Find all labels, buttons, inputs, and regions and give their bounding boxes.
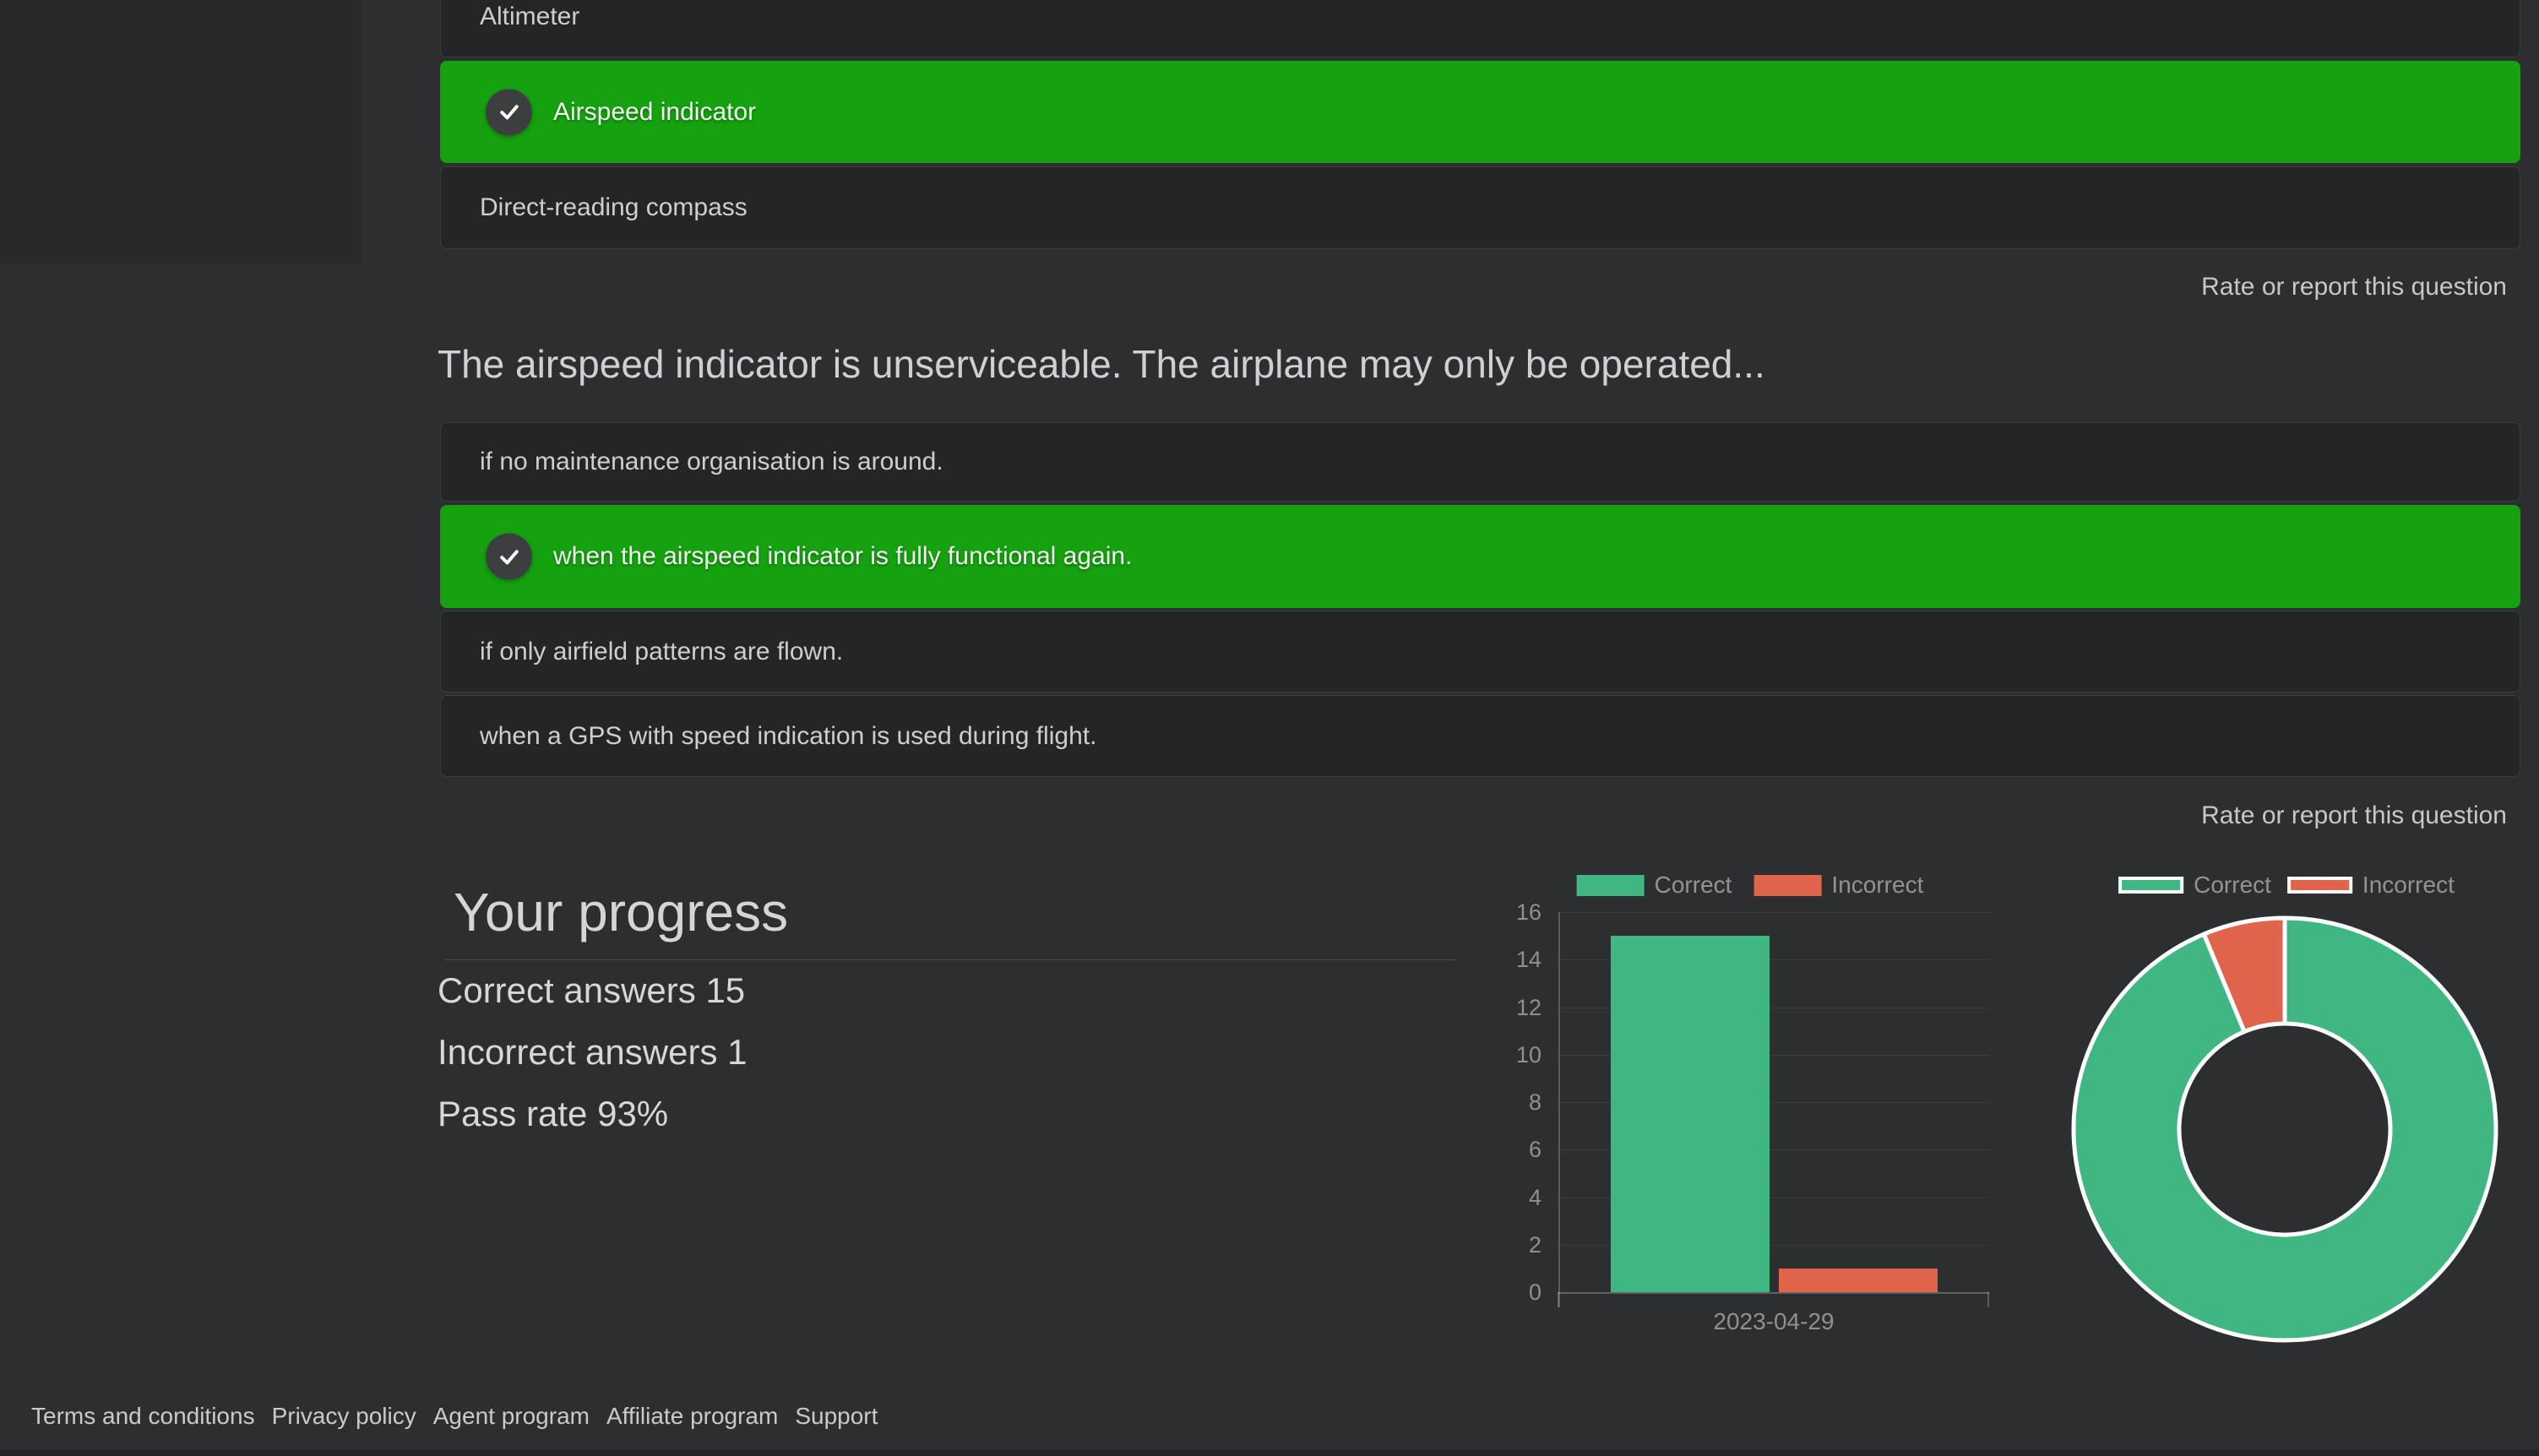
stat-value: 15: [705, 970, 746, 1010]
y-tick-label: 14: [1515, 947, 1541, 973]
check-circle: [486, 533, 532, 580]
grid-line: [1558, 1292, 1989, 1293]
stat-label: Incorrect answers: [438, 1032, 718, 1072]
check-circle: [486, 89, 532, 135]
bar-incorrect: [1778, 1268, 1938, 1292]
rate-report-link[interactable]: Rate or report this question: [2201, 273, 2507, 301]
answer-option-label: Airspeed indicator: [553, 97, 757, 126]
grid-line: [1558, 1244, 1989, 1246]
stat-label: Correct answers: [438, 970, 696, 1010]
y-tick-label: 6: [1528, 1137, 1541, 1163]
answer-option[interactable]: if no maintenance organisation is around…: [440, 422, 2520, 502]
grid-line: [1558, 1149, 1989, 1151]
legend-label: Incorrect: [1831, 872, 1924, 898]
answer-option-label: Altimeter: [480, 3, 580, 30]
x-axis-tick: [1987, 1292, 1989, 1307]
stat-value: 1: [727, 1032, 748, 1072]
footer-links: Terms and conditions Privacy policy Agent …: [31, 1402, 878, 1431]
sidebar-panel: [0, 0, 361, 263]
y-tick-label: 2: [1528, 1231, 1541, 1258]
doughnut-slice-incorrect: [2201, 915, 2287, 1035]
stat-label: Pass rate: [438, 1094, 588, 1133]
y-tick-label: 12: [1515, 994, 1541, 1020]
legend-swatch-correct: [2118, 877, 2184, 894]
answer-option-label: if only airfield patterns are flown.: [480, 637, 844, 666]
footer-link-affiliate-program[interactable]: Affiliate program: [606, 1403, 779, 1429]
grid-line: [1558, 912, 1989, 913]
answer-option[interactable]: when a GPS with speed indication is used…: [440, 695, 2520, 777]
y-tick-label: 0: [1528, 1279, 1541, 1305]
bar-correct: [1610, 936, 1770, 1292]
y-tick-label: 8: [1528, 1089, 1541, 1115]
section-divider: [0, 1449, 2539, 1456]
legend-label: Correct: [2194, 872, 2271, 898]
stat-correct-answers: Correct answers 15: [438, 973, 745, 1008]
bar-chart-x-axis-line: [1558, 1292, 1989, 1294]
stat-pass-rate: Pass rate 93%: [438, 1096, 668, 1132]
progress-divider: [445, 959, 1457, 960]
y-tick-label: 10: [1515, 1041, 1541, 1068]
progress-heading: Your progress: [454, 882, 789, 943]
stat-value: 93%: [597, 1094, 669, 1133]
footer-link-agent-program[interactable]: Agent program: [432, 1403, 590, 1429]
grid-line: [1558, 1054, 1989, 1056]
checkmark-icon: [499, 549, 519, 564]
doughnut-chart: [2071, 915, 2498, 1343]
checkmark-icon: [499, 105, 519, 120]
legend-item-correct[interactable]: Correct: [2118, 872, 2271, 899]
legend-item-incorrect[interactable]: Incorrect: [1753, 872, 1923, 899]
doughnut-legend: Correct Incorrect: [2118, 872, 2455, 899]
legend-swatch-incorrect: [1753, 874, 1822, 896]
y-tick-label: 16: [1515, 899, 1541, 925]
bar-chart-y-axis-line: [1558, 912, 1560, 1307]
answer-option-label: when the airspeed indicator is fully fun…: [553, 542, 1133, 570]
answer-option[interactable]: if only airfield patterns are flown.: [440, 611, 2520, 693]
answer-option-selected[interactable]: Airspeed indicator: [440, 61, 2520, 163]
legend-swatch-incorrect: [2286, 877, 2352, 894]
legend-item-correct[interactable]: Correct: [1576, 872, 1732, 899]
footer-link-terms-and-conditions[interactable]: Terms and conditions: [31, 1403, 255, 1429]
x-axis-tick: [1558, 1292, 1559, 1307]
bar-chart-legend: Correct Incorrect: [1576, 872, 1923, 899]
legend-item-incorrect[interactable]: Incorrect: [2286, 872, 2455, 899]
footer-link-support[interactable]: Support: [795, 1403, 878, 1429]
stat-incorrect-answers: Incorrect answers 1: [438, 1035, 747, 1070]
answer-option-selected[interactable]: when the airspeed indicator is fully fun…: [440, 505, 2520, 608]
legend-label: Correct: [1654, 872, 1732, 898]
rate-report-link[interactable]: Rate or report this question: [2201, 801, 2507, 829]
bar-chart-x-label: 2023-04-29: [1713, 1308, 1835, 1334]
legend-swatch-correct: [1576, 874, 1645, 896]
legend-label: Incorrect: [2362, 872, 2455, 898]
doughnut-slice-correct: [2071, 915, 2498, 1343]
answer-option[interactable]: Direct-reading compass: [440, 166, 2520, 249]
grid-line: [1558, 959, 1989, 961]
answer-option-label: if no maintenance organisation is around…: [480, 448, 943, 475]
answer-option-label: Direct-reading compass: [480, 193, 748, 221]
answer-option[interactable]: Altimeter: [440, 0, 2520, 57]
question-title: The airspeed indicator is unserviceable.…: [438, 342, 1765, 386]
answer-option-label: when a GPS with speed indication is used…: [480, 721, 1097, 750]
bar-chart-plot-area: [1558, 912, 1989, 1293]
footer-link-privacy-policy[interactable]: Privacy policy: [271, 1403, 416, 1429]
y-tick-label: 4: [1528, 1184, 1541, 1210]
grid-line: [1558, 1102, 1989, 1103]
